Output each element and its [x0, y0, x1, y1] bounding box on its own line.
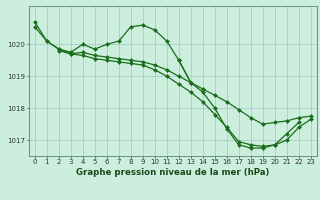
X-axis label: Graphe pression niveau de la mer (hPa): Graphe pression niveau de la mer (hPa) — [76, 168, 269, 177]
